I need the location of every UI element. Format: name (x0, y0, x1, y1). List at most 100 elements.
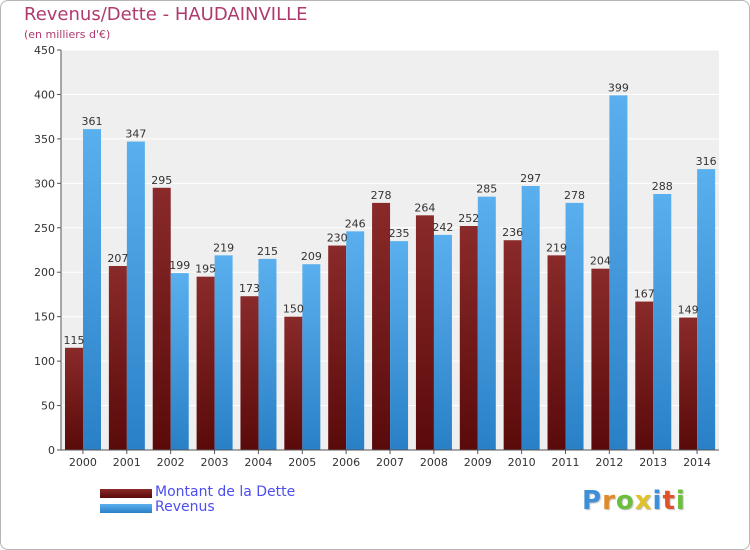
label-dette-2004: 173 (239, 282, 260, 295)
label-dette-2010: 236 (502, 226, 523, 239)
label-dette-2011: 219 (546, 241, 567, 254)
logo-letter: x (634, 486, 653, 516)
y-tick-label: 200 (34, 266, 55, 279)
x-tick-labels: 2000 2001 2002 2003 2004 2005 2006 2007 2008 2009… (69, 450, 711, 469)
bar-revenus-2008 (433, 234, 452, 450)
bar-revenus-2014 (697, 169, 716, 450)
bar-revenus-2007 (390, 241, 409, 450)
logo-letter: o (615, 486, 635, 516)
x-tick-label: 2009 (464, 456, 492, 469)
label-dette-2002: 295 (151, 174, 172, 187)
bar-dette-2009 (459, 226, 478, 450)
x-tick-label: 2002 (157, 456, 185, 469)
x-tick-label: 2004 (244, 456, 272, 469)
logo-letter: i (675, 486, 686, 516)
label-revenus-2009: 285 (476, 183, 497, 196)
chart-subtitle: (en milliers d'€) (24, 28, 111, 41)
label-dette-2012: 204 (590, 255, 611, 268)
label-revenus-2010: 297 (520, 172, 541, 185)
logo-letter: i (652, 486, 663, 516)
legend-label-dette: Montant de la Dette (155, 484, 296, 500)
legend-swatch-revenus (100, 504, 152, 513)
bar-revenus-2010 (521, 186, 540, 450)
bar-revenus-2000 (83, 129, 101, 450)
label-dette-2000: 115 (64, 334, 85, 347)
bar-dette-2006 (328, 245, 347, 450)
label-revenus-2013: 288 (652, 180, 673, 193)
y-tick-label: 150 (34, 311, 55, 324)
bar-revenus-2002 (170, 273, 189, 450)
bar-dette-2012 (591, 268, 610, 450)
bar-dette-2004 (240, 296, 259, 450)
bar-dette-2013 (635, 301, 654, 450)
y-tick-label: 300 (34, 177, 55, 190)
bar-dette-2001 (108, 266, 127, 450)
x-tick-label: 2005 (288, 456, 316, 469)
bar-dette-2002 (152, 187, 171, 450)
label-revenus-2000: 361 (82, 115, 103, 128)
y-tick-label: 100 (34, 355, 55, 368)
x-tick-label: 2011 (551, 456, 579, 469)
chart-title: Revenus/Dette - HAUDAINVILLE (24, 4, 308, 25)
label-dette-2007: 278 (371, 189, 392, 202)
bar-dette-2007 (372, 202, 391, 450)
logo-letter: t (662, 486, 676, 516)
bar-dette-2003 (196, 276, 215, 450)
bars (65, 95, 716, 451)
x-tick-label: 2006 (332, 456, 360, 469)
logo-letter: P (582, 486, 603, 516)
bar-revenus-2013 (653, 194, 672, 450)
legend-swatch-dette (100, 489, 152, 498)
label-revenus-2002: 199 (169, 259, 190, 272)
label-dette-2006: 230 (327, 232, 348, 245)
bar-revenus-2004 (258, 258, 277, 450)
bar-revenus-2001 (126, 141, 145, 451)
label-dette-2009: 252 (458, 212, 479, 225)
bar-dette-2008 (415, 215, 434, 450)
bar-dette-2011 (547, 255, 566, 450)
x-tick-label: 2007 (376, 456, 404, 469)
data-labels: 115 361 207 347 295 199 195 219 173 215 150 209 230 2… (64, 81, 717, 346)
label-dette-2013: 167 (634, 288, 655, 301)
y-tick-label: 400 (34, 88, 55, 101)
label-revenus-2006: 246 (345, 217, 366, 230)
label-dette-2001: 207 (107, 252, 128, 265)
label-revenus-2007: 235 (389, 227, 410, 240)
bar-dette-2000 (65, 347, 83, 450)
bar-dette-2005 (284, 316, 303, 450)
label-revenus-2012: 399 (608, 81, 629, 94)
label-revenus-2011: 278 (564, 189, 585, 202)
x-tick-label: 2003 (201, 456, 229, 469)
y-tick-label: 450 (34, 44, 55, 57)
y-tick-labels: 0 50 100 150 200 250 300 350 400 450 (34, 44, 55, 457)
bar-dette-2014 (679, 317, 698, 450)
x-tick-label: 2014 (683, 456, 711, 469)
proxiti-logo: Proxiti (582, 486, 686, 516)
label-revenus-2001: 347 (125, 128, 146, 141)
y-tick-label: 250 (34, 222, 55, 235)
label-dette-2005: 150 (283, 303, 304, 316)
x-tick-label: 2010 (508, 456, 536, 469)
bar-revenus-2006 (346, 231, 365, 450)
x-tick-label: 2001 (113, 456, 141, 469)
bar-revenus-2003 (214, 255, 233, 450)
bar-revenus-2005 (302, 264, 321, 450)
bar-dette-2010 (503, 240, 522, 450)
x-tick-label: 2012 (595, 456, 623, 469)
logo-letter: r (602, 486, 616, 516)
label-revenus-2004: 215 (257, 245, 278, 258)
label-revenus-2003: 219 (213, 241, 234, 254)
label-dette-2014: 149 (678, 304, 699, 317)
y-tick-label: 350 (34, 133, 55, 146)
legend-label-revenus: Revenus (155, 499, 215, 515)
label-dette-2008: 264 (414, 201, 435, 214)
x-tick-label: 2008 (420, 456, 448, 469)
bar-revenus-2011 (565, 202, 584, 450)
label-revenus-2008: 242 (432, 221, 453, 234)
bar-revenus-2012 (609, 95, 628, 450)
label-revenus-2014: 316 (696, 155, 717, 168)
label-dette-2003: 195 (195, 263, 216, 276)
y-tick-label: 50 (41, 400, 55, 413)
label-revenus-2005: 209 (301, 250, 322, 263)
